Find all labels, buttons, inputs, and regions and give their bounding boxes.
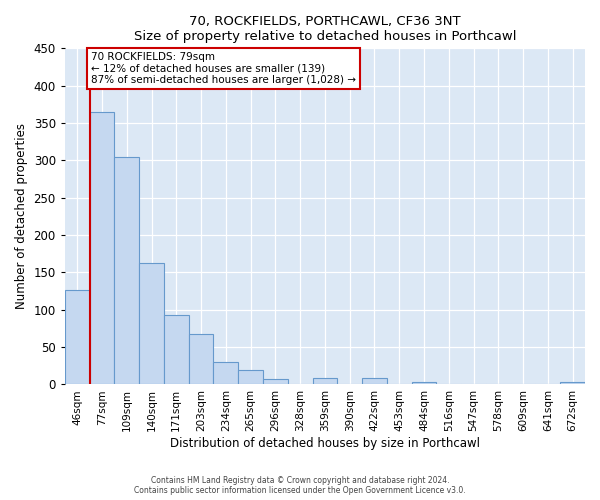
Bar bbox=[560, 382, 585, 384]
Bar bbox=[65, 290, 89, 384]
Bar bbox=[139, 262, 164, 384]
Bar bbox=[263, 379, 288, 384]
Bar bbox=[412, 382, 436, 384]
Bar bbox=[238, 370, 263, 384]
Bar bbox=[164, 315, 188, 384]
Title: 70, ROCKFIELDS, PORTHCAWL, CF36 3NT
Size of property relative to detached houses: 70, ROCKFIELDS, PORTHCAWL, CF36 3NT Size… bbox=[134, 15, 516, 43]
Bar bbox=[313, 378, 337, 384]
Bar bbox=[214, 362, 238, 384]
Text: 70 ROCKFIELDS: 79sqm
← 12% of detached houses are smaller (139)
87% of semi-deta: 70 ROCKFIELDS: 79sqm ← 12% of detached h… bbox=[91, 52, 356, 86]
Y-axis label: Number of detached properties: Number of detached properties bbox=[15, 124, 28, 310]
Bar bbox=[115, 156, 139, 384]
Text: Contains HM Land Registry data © Crown copyright and database right 2024.
Contai: Contains HM Land Registry data © Crown c… bbox=[134, 476, 466, 495]
X-axis label: Distribution of detached houses by size in Porthcawl: Distribution of detached houses by size … bbox=[170, 437, 480, 450]
Bar bbox=[89, 112, 115, 384]
Bar bbox=[362, 378, 387, 384]
Bar bbox=[188, 334, 214, 384]
